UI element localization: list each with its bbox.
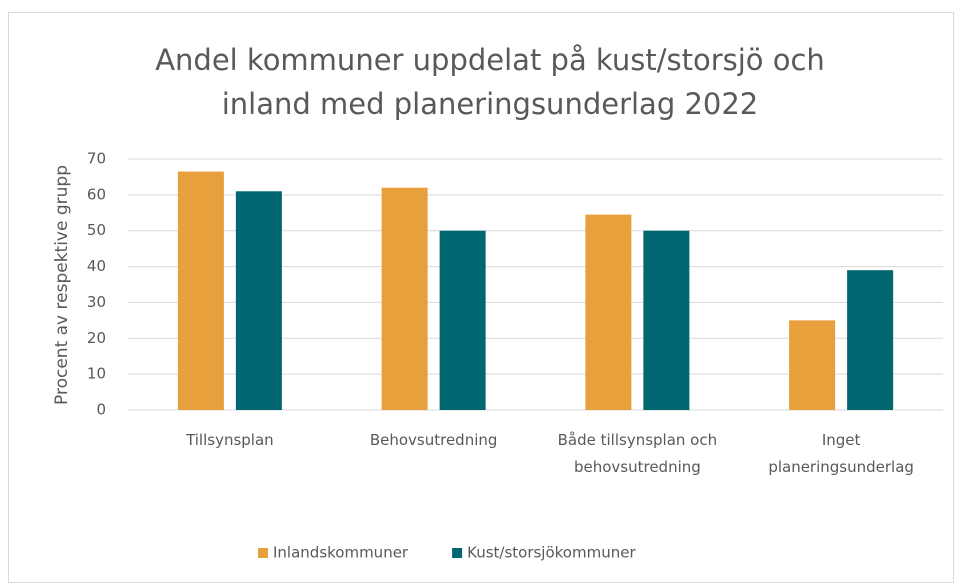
y-tick-label: 60 [87,185,106,203]
bar [235,191,282,410]
bar [381,187,428,410]
bar [439,230,486,410]
y-tick-label: 40 [87,257,106,275]
x-tick-label: Både tillsynsplan och behovsutredning [558,431,718,476]
bar [177,171,224,410]
bar [585,214,632,410]
bar [847,270,894,410]
chart-title: Andel kommuner uppdelat på kust/storsjö … [155,43,825,121]
y-tick-label: 20 [87,329,106,347]
x-tick-label: Tillsynsplan [185,431,274,449]
legend-swatch [452,548,463,558]
x-tick-label: Behovsutredning [370,431,498,449]
y-tick-label: 0 [96,401,106,419]
y-tick-label: 70 [87,150,106,168]
y-tick-label: 30 [87,293,106,311]
legend-label: Inlandskommuner [273,544,409,562]
legend-swatch [258,548,268,558]
x-tick-label: Inget planeringsunderlag [768,431,914,476]
bar [643,230,690,410]
y-axis-label: Procent av respektive grupp [52,165,72,405]
y-tick-label: 50 [87,221,106,239]
y-tick-label: 10 [87,365,106,383]
bar [789,320,836,410]
legend-label: Kust/storsjökommuner [467,544,636,562]
